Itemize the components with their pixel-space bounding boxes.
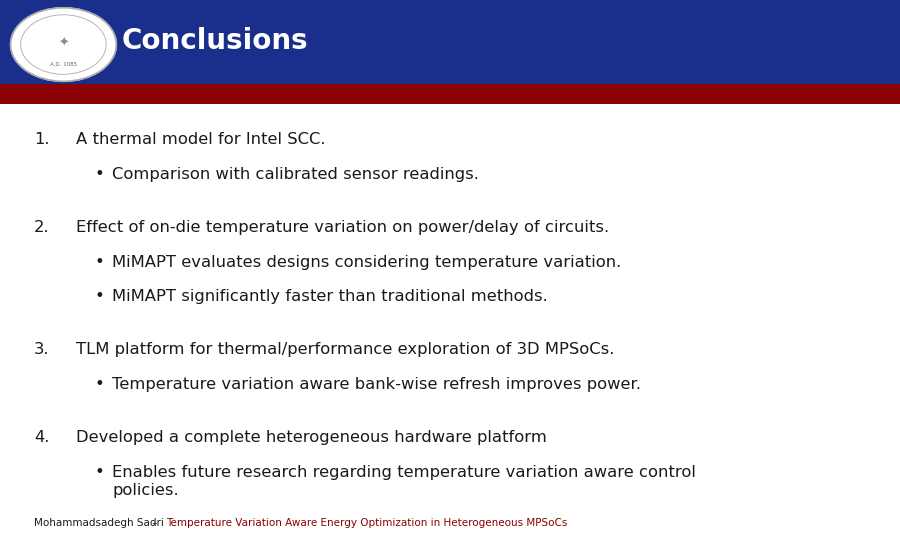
Text: Comparison with calibrated sensor readings.: Comparison with calibrated sensor readin…: [112, 167, 480, 183]
Text: 4.: 4.: [34, 430, 50, 445]
Text: •: •: [94, 465, 104, 481]
Text: Mohammadsadegh Sadri: Mohammadsadegh Sadri: [34, 518, 164, 528]
Text: 2.: 2.: [34, 220, 50, 235]
Text: Temperature variation aware bank-wise refresh improves power.: Temperature variation aware bank-wise re…: [112, 377, 642, 393]
Text: MiMAPT significantly faster than traditional methods.: MiMAPT significantly faster than traditi…: [112, 289, 548, 305]
Text: 1.: 1.: [34, 132, 50, 147]
Text: Enables future research regarding temperature variation aware control
policies.: Enables future research regarding temper…: [112, 465, 697, 498]
Text: A.D. 1085: A.D. 1085: [50, 62, 77, 66]
Text: –: –: [148, 518, 160, 528]
Text: Temperature Variation Aware Energy Optimization in Heterogeneous MPSoCs: Temperature Variation Aware Energy Optim…: [166, 518, 567, 528]
Text: MiMAPT evaluates designs considering temperature variation.: MiMAPT evaluates designs considering tem…: [112, 255, 622, 271]
Text: ✦: ✦: [58, 37, 68, 50]
Text: A thermal model for Intel SCC.: A thermal model for Intel SCC.: [76, 132, 326, 147]
Circle shape: [11, 8, 116, 82]
Bar: [0, 84, 900, 104]
Text: Developed a complete heterogeneous hardware platform: Developed a complete heterogeneous hardw…: [76, 430, 547, 445]
Text: •: •: [94, 167, 104, 183]
Text: Conclusions: Conclusions: [122, 27, 308, 55]
Text: Effect of on-die temperature variation on power/delay of circuits.: Effect of on-die temperature variation o…: [76, 220, 609, 235]
Text: •: •: [94, 255, 104, 271]
Text: TLM platform for thermal/performance exploration of 3D MPSoCs.: TLM platform for thermal/performance exp…: [76, 342, 615, 357]
Text: 3.: 3.: [34, 342, 50, 357]
Text: •: •: [94, 289, 104, 305]
Bar: [0, 0, 900, 84]
Text: •: •: [94, 377, 104, 393]
